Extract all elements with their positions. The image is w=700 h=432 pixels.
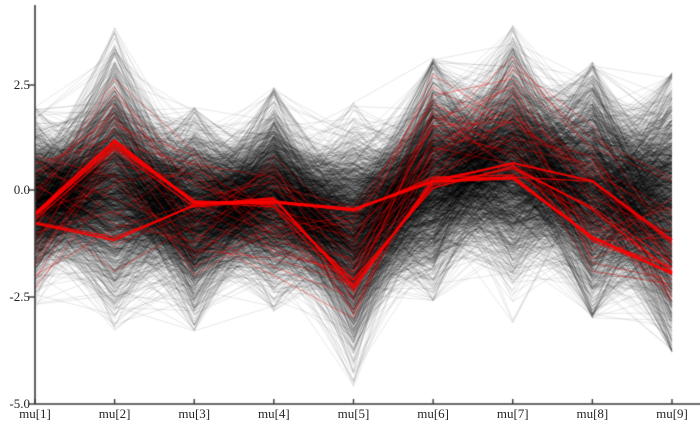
y-tick-label: 0.0 bbox=[13, 182, 30, 197]
x-tick-label: mu[8] bbox=[576, 406, 609, 421]
x-tick-label: mu[4] bbox=[257, 406, 290, 421]
x-tick-label: mu[3] bbox=[178, 406, 211, 421]
x-tick-label: mu[9] bbox=[656, 406, 688, 421]
y-tick-label: 2.5 bbox=[13, 77, 30, 92]
y-tick-label: -2.5 bbox=[9, 289, 30, 304]
x-tick-label: mu[7] bbox=[496, 406, 529, 421]
x-tick-label: mu[1] bbox=[19, 406, 51, 421]
x-tick-label: mu[2] bbox=[98, 406, 131, 421]
x-tick-label: mu[5] bbox=[337, 406, 370, 421]
x-tick-label: mu[6] bbox=[417, 406, 450, 421]
y-tick-label: -5.0 bbox=[9, 396, 30, 411]
